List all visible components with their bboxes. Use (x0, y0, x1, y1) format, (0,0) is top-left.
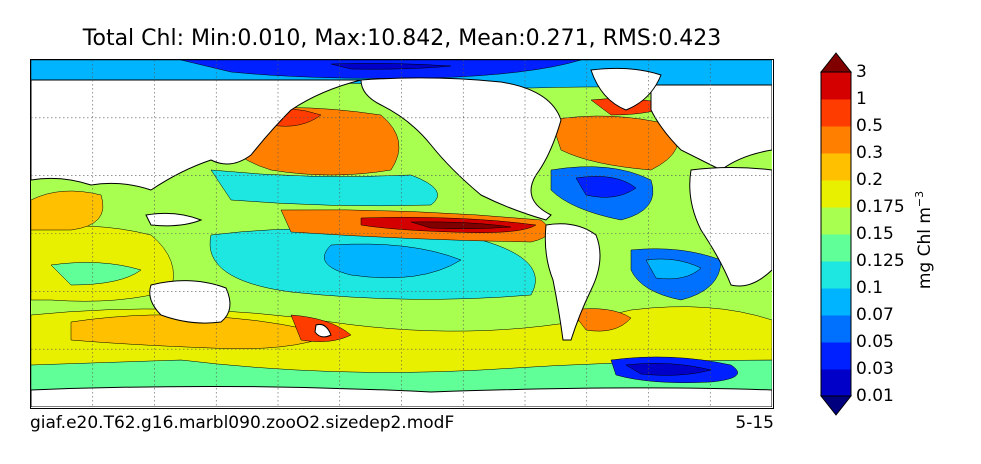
land-indonesia (145, 212, 203, 227)
colorbar-tick-label: 0.03 (856, 359, 894, 379)
chl-contour-region (31, 190, 104, 231)
colorbar-tick-label: 0.2 (856, 170, 884, 190)
colorbar-tick-label: 0.05 (856, 332, 894, 352)
land-europe (650, 84, 772, 171)
colorbar-extend-min (820, 395, 852, 416)
chl-contour-region (575, 176, 637, 198)
chl-contour-region (50, 262, 142, 286)
colorbar-tick-label: 0.1 (856, 278, 884, 298)
colorbar-segment (821, 288, 851, 316)
colorbar-tick-label: 0.3 (856, 143, 884, 163)
land-south-america (544, 223, 601, 341)
land-new-zealand (314, 324, 332, 338)
map-canvas (31, 60, 772, 407)
season-label: 5-15 (735, 413, 774, 433)
chl-contour-region (330, 63, 452, 70)
ocean-map (30, 59, 774, 409)
colorbar-tick-label: 0.175 (856, 197, 905, 217)
chart-title: Total Chl: Min:0.010, Max:10.842, Mean:0… (82, 26, 722, 51)
chl-contour-region (324, 243, 462, 279)
colorbar-unit-label: mg Chl m−3 (913, 191, 935, 289)
colorbar-frame (820, 71, 852, 397)
chl-contour-region (625, 363, 712, 376)
colorbar-segment (821, 207, 851, 235)
colorbar-tick-label: 0.07 (856, 305, 894, 325)
colorbar-extend-max (820, 52, 852, 73)
land-north-america (360, 77, 562, 221)
colorbar-segment (821, 342, 851, 370)
map-gridlines (31, 60, 772, 407)
chl-contour-region (410, 221, 512, 230)
colorbar-segment (821, 315, 851, 343)
colorbar-segment (821, 234, 851, 262)
land-australia (149, 280, 231, 324)
unit-text: mg Chl m (914, 207, 935, 290)
chl-contour-region (645, 258, 702, 280)
colorbar-segment (821, 72, 851, 100)
run-name: giaf.e20.T62.g16.marbl090.zooO2.sizedep2… (30, 413, 455, 433)
colorbar-segment (821, 126, 851, 154)
colorbar-segment (821, 261, 851, 289)
chl-contour-region (210, 169, 438, 207)
colorbar-tick-label: 0.5 (856, 116, 884, 136)
colorbar-segment (821, 369, 851, 397)
chl-contour-region (570, 308, 632, 332)
colorbar (820, 52, 852, 416)
colorbar-tick-label: 0.15 (856, 224, 894, 244)
colorbar-tick-label: 0.01 (856, 386, 894, 406)
colorbar-segment (821, 99, 851, 127)
land-greenland (590, 67, 662, 111)
colorbar-tick-label: 1 (856, 89, 867, 109)
colorbar-segment (821, 180, 851, 208)
colorbar-segment (821, 153, 851, 181)
colorbar-tick-label: 3 (856, 62, 867, 82)
unit-exponent: −3 (913, 190, 927, 208)
colorbar-tick-label: 0.125 (856, 251, 905, 271)
land-eurasia (31, 79, 362, 191)
